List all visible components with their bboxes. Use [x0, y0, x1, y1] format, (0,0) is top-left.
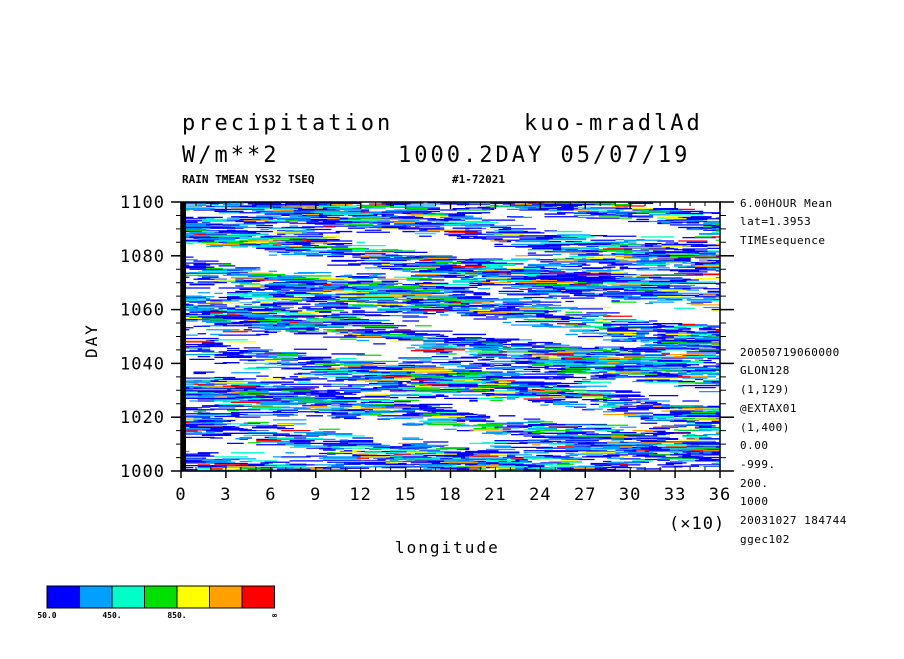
colorbar-label: ∞: [272, 611, 277, 620]
colorbar-swatch: [144, 585, 178, 609]
x-tick-label: 0: [175, 485, 186, 505]
y-tick-label: 1020: [120, 408, 165, 428]
x-axis-label: longitude: [395, 538, 500, 557]
y-tick-label: 1060: [120, 301, 165, 321]
side-info-line: 6.00HOUR Mean: [740, 197, 833, 210]
left-edge-band: [181, 202, 186, 471]
colorbar-label: 450.: [102, 611, 121, 620]
x-tick-label: 24: [529, 485, 551, 505]
x-tick-label: 9: [310, 485, 321, 505]
colorbar-swatch: [241, 585, 275, 609]
heatmap-level-0: [181, 202, 720, 472]
x-scale-note: (×10): [669, 514, 725, 534]
units-label: W/m**2: [182, 143, 279, 168]
colorbar-swatch: [176, 585, 210, 609]
x-tick-label: 36: [709, 485, 731, 505]
y-tick-label: 1000: [120, 462, 165, 482]
x-tick-label: 6: [265, 485, 276, 505]
heatmap-cells: [181, 202, 720, 472]
y-tick-label: 1100: [120, 193, 165, 213]
y-tick-label: 1040: [120, 354, 165, 374]
x-tick-label: 18: [439, 485, 461, 505]
side-info-line: (1,400): [740, 421, 790, 434]
x-tick-label: 30: [619, 485, 641, 505]
heatmap-level-2: [181, 204, 720, 472]
heatmap-level-3: [181, 202, 720, 471]
side-info-line: 1000: [740, 495, 769, 508]
side-info-line: 20031027 184744: [740, 514, 847, 527]
y-tick-label: 1080: [120, 247, 165, 267]
colorbar-swatch: [79, 585, 113, 609]
side-info-line: lat=1.3953: [740, 215, 811, 228]
heatmap-level-5: [181, 203, 720, 470]
time-info: 1000.2DAY 05/07/19: [398, 143, 690, 168]
side-info-line: GLON128: [740, 364, 790, 377]
colorbar-label: 850.: [167, 611, 186, 620]
x-tick-label: 27: [574, 485, 596, 505]
colorbar-swatch: [46, 585, 80, 609]
y-axis-label: DAY: [82, 323, 101, 358]
side-info-line: @EXTAX01: [740, 402, 797, 415]
side-info-line: TIMEsequence: [740, 234, 825, 247]
side-info-line: -999.: [740, 458, 776, 471]
colorbar-label: 50.0: [37, 611, 56, 620]
colorbar-swatch: [111, 585, 145, 609]
x-tick-label: 33: [664, 485, 686, 505]
side-info-top: 6.00HOUR Mean lat=1.3953 TIMEsequence: [740, 197, 833, 247]
run-name: kuo-mradlAd: [524, 111, 703, 136]
x-tick-label: 21: [484, 485, 506, 505]
colorbar-swatch: [209, 585, 243, 609]
side-info-line: 200.: [740, 477, 769, 490]
side-info-line: 20050719060000: [740, 346, 840, 359]
subtitle-right: #1-72021: [452, 173, 505, 186]
colorbar: 50.0 450. 850. ∞: [37, 585, 277, 620]
x-axis: 0 3 6 9 12 15 18 21 24 27 30 33 36: [175, 202, 731, 505]
side-info-bottom: 20050719060000 GLON128 (1,129) @EXTAX01 …: [740, 346, 847, 546]
field-name: precipitation: [182, 111, 393, 136]
subtitle-left: RAIN TMEAN YS32 TSEQ: [182, 173, 315, 186]
x-tick-label: 15: [394, 485, 416, 505]
x-tick-label: 12: [349, 485, 371, 505]
side-info-line: (1,129): [740, 383, 790, 396]
heatmap-level-1: [181, 202, 720, 472]
x-tick-label: 3: [220, 485, 231, 505]
side-info-line: ggec102: [740, 533, 790, 546]
side-info-line: 0.00: [740, 439, 769, 452]
y-axis: 1000 1020 1040 1060 1080 1100: [120, 193, 734, 482]
